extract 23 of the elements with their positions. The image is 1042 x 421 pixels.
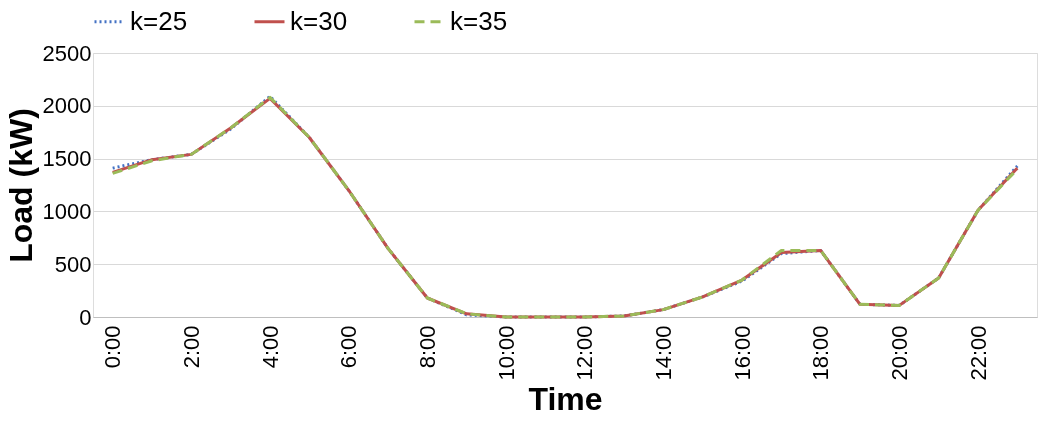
y-tick-label: 1000 — [42, 198, 92, 224]
x-tick-label: 14:00 — [650, 325, 676, 381]
y-tick-label: 2000 — [42, 93, 92, 119]
legend-label: k=30 — [290, 5, 348, 36]
x-tick-label: 8:00 — [414, 325, 440, 369]
y-tick-label: 500 — [54, 251, 92, 277]
x-tick-label: 12:00 — [572, 325, 598, 381]
y-tick-label: 1500 — [42, 146, 92, 172]
y-tick-label: 0 — [79, 304, 92, 330]
x-tick-label: 4:00 — [257, 325, 283, 369]
legend-label: k=25 — [130, 5, 188, 36]
x-tick-label: 0:00 — [100, 325, 126, 369]
x-tick-label: 16:00 — [729, 325, 755, 381]
x-tick-label: 22:00 — [965, 325, 991, 381]
x-tick-label: 20:00 — [886, 325, 912, 381]
y-tick-label: 2500 — [42, 40, 92, 66]
x-tick-label: 2:00 — [178, 325, 204, 369]
legend-label: k=35 — [450, 5, 508, 36]
x-tick-label: 18:00 — [808, 325, 834, 381]
x-tick-label: 10:00 — [493, 325, 519, 381]
x-tick-label: 6:00 — [336, 325, 362, 369]
y-axis-title: Load (kW) — [2, 108, 39, 263]
x-axis-title: Time — [528, 380, 603, 417]
